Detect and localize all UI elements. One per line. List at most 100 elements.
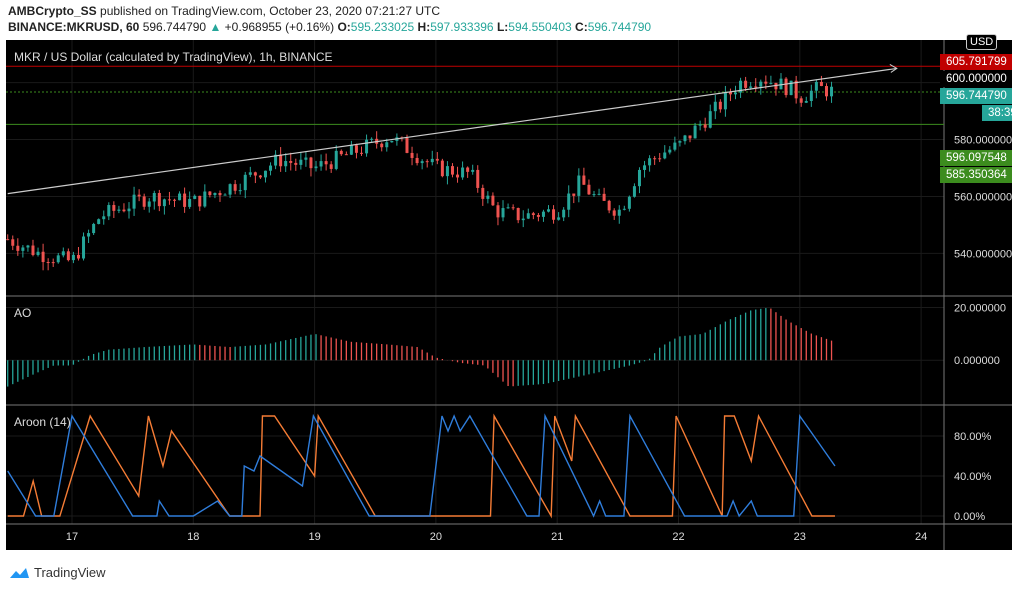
candle-body — [567, 193, 571, 210]
candle-body — [602, 193, 606, 201]
candle-body — [547, 209, 551, 212]
candle-body — [491, 195, 495, 206]
candle-body — [284, 161, 288, 167]
candle-body — [208, 191, 212, 196]
candle-body — [405, 138, 409, 153]
candle-body — [41, 251, 45, 263]
candle-body — [734, 92, 738, 95]
candle-body — [425, 161, 429, 163]
candle-body — [486, 195, 490, 199]
candle-body — [329, 164, 333, 169]
price-label: 605.791799 — [940, 54, 1012, 70]
time-tick: 18 — [187, 531, 199, 543]
candle-body — [632, 186, 636, 197]
price-tick: 0.000000 — [954, 355, 1000, 367]
candle-body — [819, 81, 823, 87]
candle-body — [592, 194, 596, 196]
candle-body — [754, 86, 758, 88]
candle-body — [46, 262, 50, 264]
candle-body — [673, 142, 677, 150]
candle-body — [137, 194, 141, 197]
candle-body — [774, 82, 778, 90]
candle-body — [536, 215, 540, 217]
price-label: 600.000000 — [940, 71, 1012, 87]
price-tick: 20.000000 — [954, 303, 1006, 315]
candle-body — [415, 157, 419, 164]
l-label: L: — [496, 20, 509, 34]
candle-body — [814, 81, 818, 91]
candle-body — [552, 209, 556, 220]
candle-body — [506, 207, 510, 209]
candle-body — [380, 143, 384, 148]
candle-body — [162, 199, 166, 207]
candle-body — [390, 140, 394, 143]
chart-svg[interactable]: 17 18 19 20 21 22 23 24 540.000000 560.000000 580.… — [6, 40, 1012, 550]
candle-body — [157, 193, 161, 207]
candle-body — [582, 175, 586, 185]
time-tick: 19 — [308, 531, 320, 543]
candle-body — [142, 196, 146, 207]
candle-body — [663, 152, 667, 159]
candle-body — [799, 98, 803, 103]
candle-body — [97, 219, 101, 224]
publisher[interactable]: AMBCrypto_SS — [8, 4, 97, 18]
time-tick: 21 — [551, 531, 563, 543]
candle-body — [420, 161, 424, 164]
aroon-title: Aroon (14) — [14, 415, 71, 429]
candle-body — [223, 194, 227, 196]
candle-body — [319, 161, 323, 167]
candle-body — [279, 154, 283, 167]
candle-body — [132, 194, 136, 209]
candle-body — [698, 124, 702, 126]
candle-body — [248, 172, 252, 175]
candle-body — [637, 169, 641, 187]
candle-body — [789, 80, 793, 96]
candle-body — [304, 157, 308, 160]
candle-body — [461, 167, 465, 178]
candle-body — [607, 200, 611, 211]
currency-button[interactable]: USD — [966, 34, 998, 50]
candle-body — [269, 165, 273, 171]
price-tick: 580.000000 — [954, 135, 1012, 147]
candle-body — [521, 218, 525, 221]
candle-body — [804, 100, 808, 103]
candle-body — [213, 192, 217, 196]
candle-body — [718, 101, 722, 110]
candle-body — [102, 216, 106, 220]
candle-body — [349, 145, 353, 155]
candle-body — [112, 205, 116, 211]
candle-body — [6, 239, 10, 241]
candle-body — [617, 209, 621, 216]
candle-body — [769, 82, 773, 84]
candle-body — [263, 170, 267, 178]
time-tick: 24 — [915, 531, 927, 543]
chart-frame[interactable]: 17 18 19 20 21 22 23 24 540.000000 560.000000 580.… — [6, 34, 1012, 550]
candle-body — [779, 78, 783, 90]
candle-body — [56, 255, 60, 263]
candle-body — [385, 142, 389, 148]
candle-body — [703, 124, 707, 128]
candle-body — [688, 135, 692, 139]
open: 595.233025 — [350, 20, 415, 34]
time-tick: 23 — [794, 531, 806, 543]
candle-body — [794, 80, 798, 99]
candle-body — [294, 162, 298, 165]
candle-body — [597, 193, 601, 195]
time-tick: 22 — [672, 531, 684, 543]
candle-body — [668, 149, 672, 153]
tradingview-logo[interactable]: TradingView — [8, 565, 106, 580]
candle-body — [92, 223, 96, 234]
candle-body — [76, 254, 80, 259]
candle-body — [723, 91, 727, 110]
candle-body — [622, 208, 626, 210]
candle-body — [739, 80, 743, 93]
candle-body — [531, 213, 535, 216]
publish-line: AMBCrypto_SS published on TradingView.co… — [8, 4, 440, 18]
candle-body — [198, 195, 202, 207]
candle-body — [203, 191, 207, 207]
candle-body — [309, 157, 313, 169]
candle-body — [365, 139, 369, 154]
candle-body — [708, 111, 712, 128]
candle-body — [830, 86, 834, 97]
cloud-icon — [10, 567, 29, 578]
